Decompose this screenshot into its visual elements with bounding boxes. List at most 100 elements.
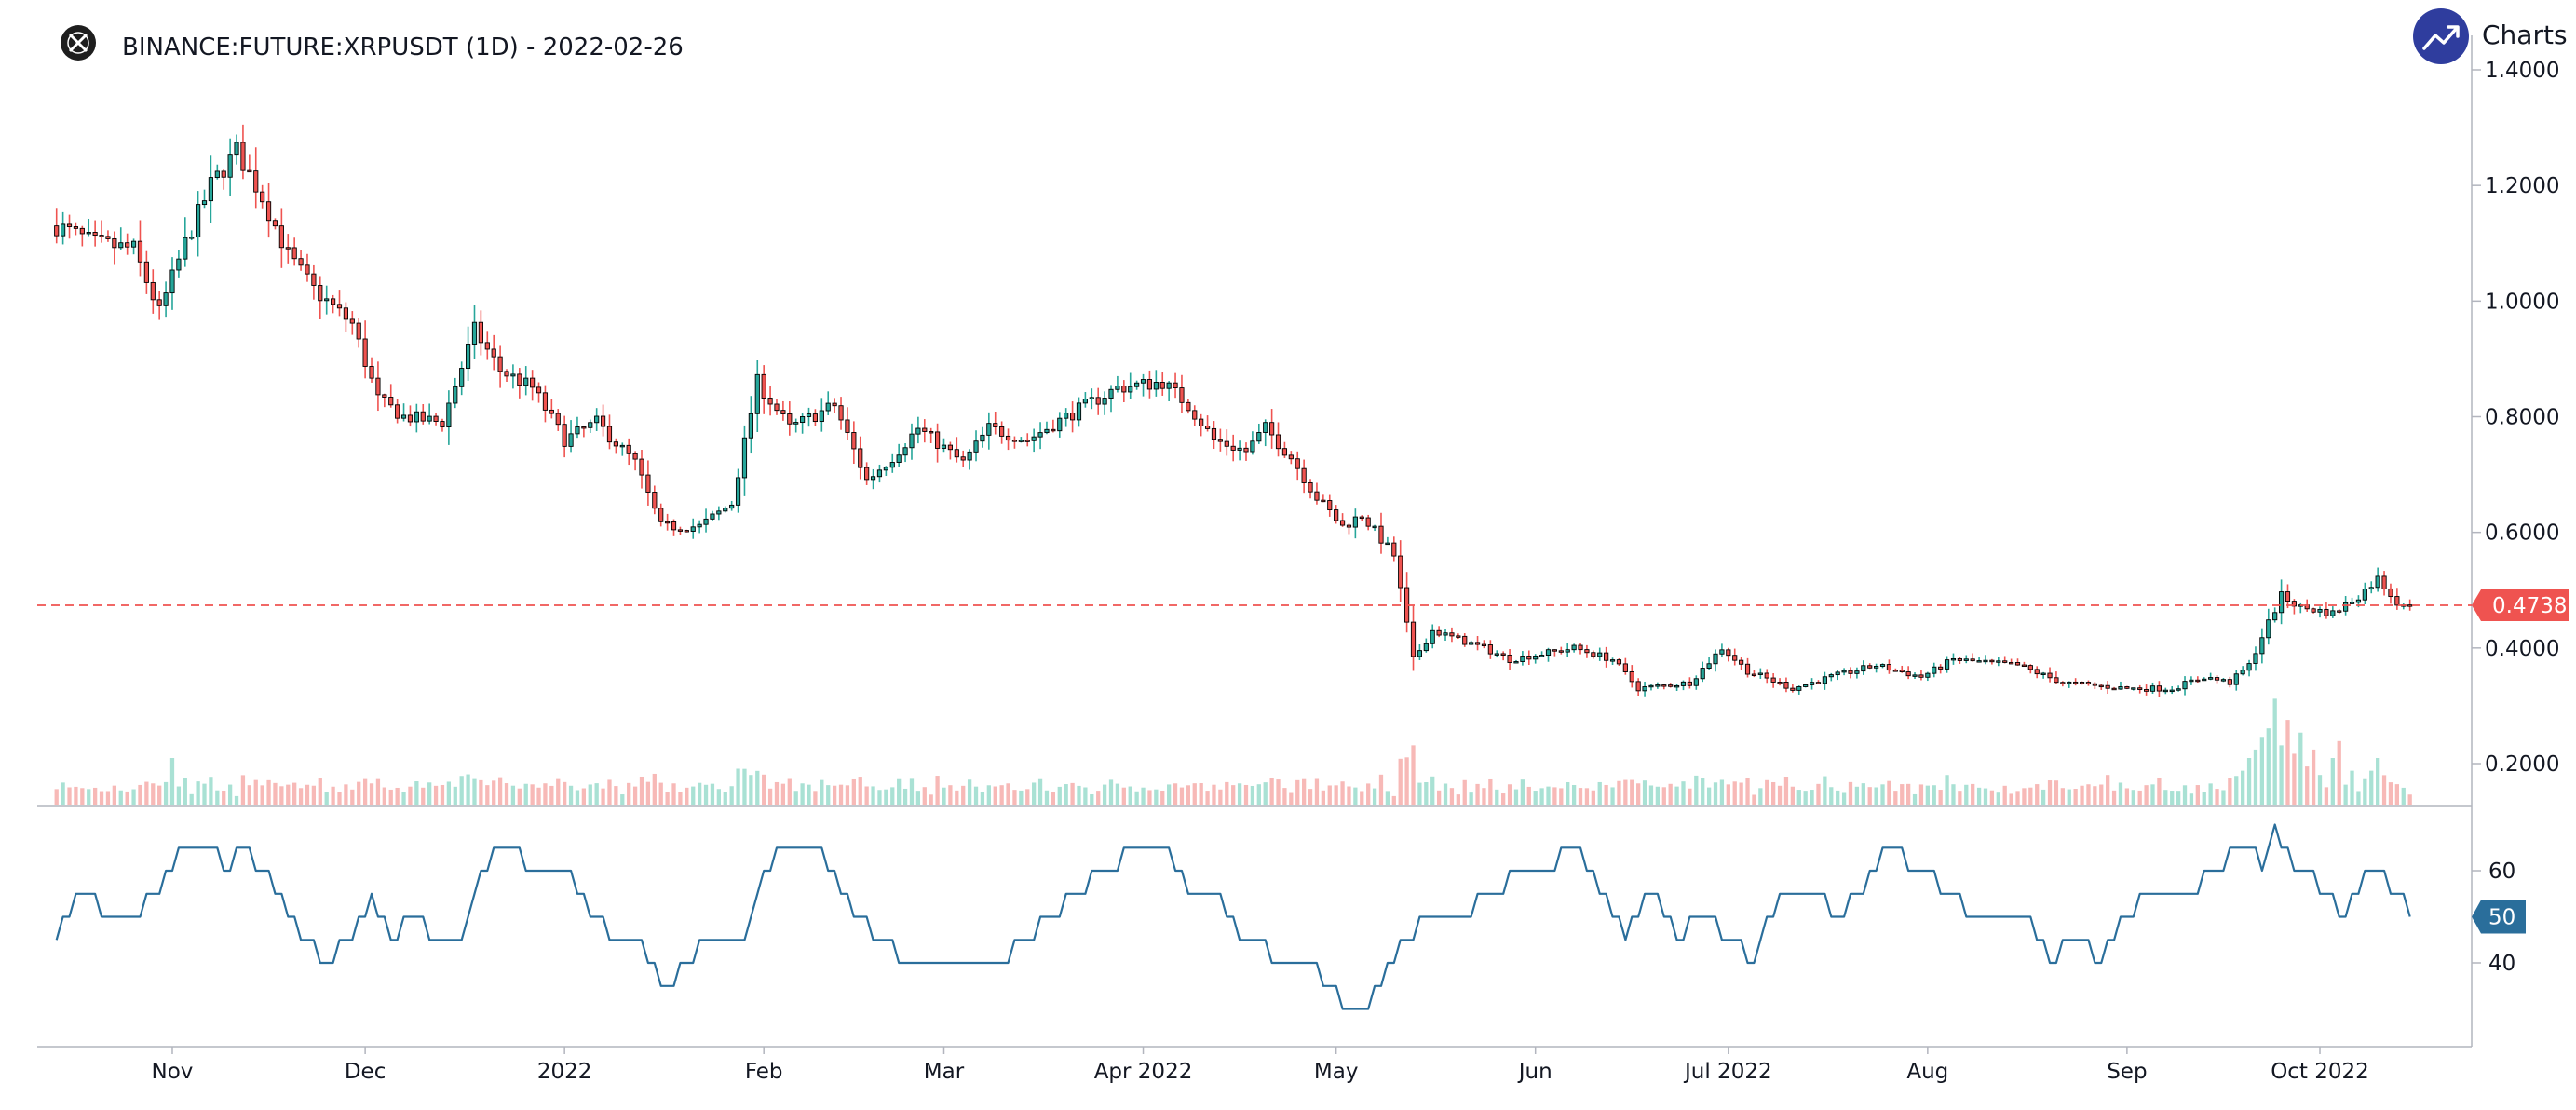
volume-bar	[1578, 788, 1583, 805]
candle-body	[112, 237, 117, 249]
volume-bar	[1758, 788, 1763, 805]
volume-bar	[1417, 782, 1422, 805]
candle-body	[684, 530, 689, 533]
volume-bar	[877, 790, 882, 805]
volume-bar	[1918, 784, 1924, 805]
candle-body	[92, 232, 98, 237]
candle-body	[613, 441, 618, 447]
candle-body	[1327, 500, 1333, 511]
volume-bar	[1083, 787, 1088, 805]
volume-bar	[1893, 791, 1898, 805]
volume-bar	[311, 785, 317, 805]
candle-body	[748, 413, 753, 439]
candle-body	[858, 448, 863, 468]
volume-bar	[729, 786, 734, 805]
candle-body	[935, 431, 941, 449]
volume-bar	[607, 779, 612, 805]
volume-bar	[2028, 787, 2033, 805]
time-tick-label: Dec	[345, 1060, 386, 1084]
candle-body	[2149, 685, 2156, 692]
candle-body	[130, 240, 137, 248]
candle-body	[305, 264, 310, 275]
volume-bar	[1810, 790, 1814, 805]
volume-bar	[1353, 787, 1358, 805]
volume-bar	[1648, 785, 1654, 805]
brand-label: Charts p	[2482, 20, 2576, 50]
volume-bar	[1829, 787, 1834, 805]
volume-bar	[2170, 791, 2175, 805]
candle-body	[2009, 661, 2014, 665]
volume-bar	[1199, 783, 1203, 805]
volume-bar	[1765, 779, 1769, 805]
volume-bar	[658, 782, 663, 805]
candle-body	[1256, 432, 1262, 442]
candle-body	[1417, 650, 1423, 657]
volume-bar	[1745, 778, 1750, 805]
candle-body	[407, 414, 414, 423]
time-tick-label: Jun	[1517, 1060, 1552, 1084]
volume-bar	[588, 784, 592, 805]
volume-bar	[1121, 787, 1126, 805]
candle-body	[1243, 447, 1249, 453]
candle-body	[1443, 632, 1448, 636]
candle-body	[1051, 428, 1056, 432]
candle-body	[671, 521, 677, 531]
volume-bar	[2144, 785, 2149, 805]
volume-bar	[67, 787, 72, 805]
volume-bar	[388, 789, 393, 805]
candle-body	[2137, 687, 2143, 690]
candle-body	[1867, 665, 1873, 669]
volume-bar	[1539, 788, 1544, 805]
volume-bar	[1282, 788, 1287, 805]
candle-body	[1166, 382, 1172, 389]
volume-bar	[87, 789, 91, 805]
candle-body	[1558, 650, 1564, 653]
volume-bar	[1231, 785, 1236, 805]
volume-bar	[556, 778, 561, 805]
volume-bar	[2189, 793, 2194, 805]
volume-bar	[1430, 776, 1435, 805]
volume-bar	[1482, 788, 1486, 805]
indicator-value-badge	[2472, 900, 2526, 934]
volume-bar	[1443, 783, 1448, 805]
volume-bar	[2047, 780, 2053, 805]
volume-bar	[2106, 775, 2110, 805]
volume-bar	[1905, 783, 1911, 805]
volume-bar	[864, 786, 869, 805]
candle-body	[2362, 589, 2367, 601]
volume-bar	[935, 776, 940, 805]
candle-body	[2220, 679, 2227, 682]
candle-body	[1648, 684, 1654, 688]
volume-bar	[1739, 782, 1743, 805]
volume-bar	[1533, 791, 1538, 805]
trend-arrow-icon[interactable]	[2413, 8, 2469, 64]
candle-body	[1796, 686, 1802, 691]
brand[interactable]: Charts p	[2413, 8, 2576, 64]
volume-bar	[1777, 785, 1783, 805]
volume-bar	[1623, 779, 1628, 805]
volume-bar	[1803, 791, 1808, 805]
volume-bar	[543, 783, 548, 805]
candle-body	[446, 402, 452, 428]
volume-bar	[1526, 786, 1531, 805]
candle-body	[2014, 662, 2021, 666]
candle-body	[1301, 467, 1307, 483]
candle-body	[343, 307, 348, 320]
candle-body	[1803, 684, 1809, 687]
candle-body	[1339, 520, 1346, 526]
last-price-label: 0.4738	[2492, 594, 2567, 618]
volume-bar	[2015, 791, 2020, 805]
volume-bar	[632, 786, 638, 805]
candle-body	[2189, 679, 2194, 683]
candle-body	[2144, 689, 2149, 692]
volume-bar	[980, 792, 985, 805]
volume-bar	[793, 791, 798, 805]
volume-bar	[999, 785, 1004, 805]
volume-bar	[942, 787, 946, 805]
candle-body	[1970, 658, 1975, 662]
volume-bar	[453, 786, 457, 805]
volume-bar	[240, 775, 246, 805]
candle-body	[1398, 555, 1403, 589]
candle-body	[2021, 664, 2027, 668]
volume-bar	[1256, 784, 1261, 805]
